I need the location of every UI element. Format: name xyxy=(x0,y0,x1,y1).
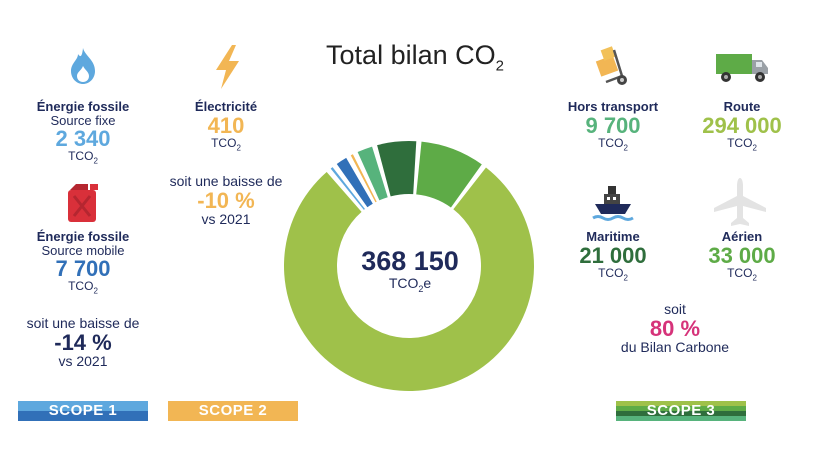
scope3-note-line2: du Bilan Carbone xyxy=(620,338,730,355)
scope3-route-block: Route 294 000 TCO2 xyxy=(680,100,804,153)
scope2-note: soit une baisse de -10 % vs 2021 xyxy=(156,174,296,226)
scope3-route-label: Route xyxy=(723,99,761,114)
scope1-mobile-block: Énergie fossile Source mobile 7 700 TCO2 xyxy=(20,230,146,296)
scope1-note-line2: vs 2021 xyxy=(58,352,108,369)
gas-flame-icon xyxy=(71,48,95,84)
scope3-aerien-unit: TCO2 xyxy=(727,265,757,283)
chart-title: Total bilan CO2 xyxy=(250,40,580,74)
scope1-fixed-label: Énergie fossile xyxy=(36,99,130,114)
scope1-note-line1: soit une baisse de xyxy=(26,315,140,331)
scope3-note-value: 80 % xyxy=(649,315,701,341)
total-unit: TCO2e xyxy=(388,275,432,294)
scope2-band: SCOPE 2 xyxy=(168,401,298,421)
scope3-hors-transport-value: 9 700 xyxy=(585,112,641,138)
scope2-electricity-value: 410 xyxy=(207,112,245,138)
fuel-can-icon xyxy=(68,184,98,222)
scope3-maritime-label: Maritime xyxy=(586,229,640,244)
scope3-note-line1: soit xyxy=(664,301,686,317)
scope2-note-line1: soit une baisse de xyxy=(169,173,283,189)
ship-icon xyxy=(592,186,634,221)
scope1-mobile-label: Énergie fossile xyxy=(36,229,130,244)
scope3-note: soit 80 % du Bilan Carbone xyxy=(600,302,750,354)
total-value: 368 150 xyxy=(361,246,459,276)
donut-center: 368 150 TCO2e xyxy=(340,248,480,294)
scope3-hors-transport-label: Hors transport xyxy=(567,99,659,114)
scope3-aerien-block: Aérien 33 000 TCO2 xyxy=(680,230,804,283)
truck-icon xyxy=(716,54,768,82)
scope1-fixed-block: Énergie fossile Source fixe 2 340 TCO2 xyxy=(20,100,146,166)
scope3-aerien-value: 33 000 xyxy=(708,242,776,268)
donut-slice--nergie-fossile-source-mobile xyxy=(336,157,373,208)
scope1-band: SCOPE 1 xyxy=(18,401,148,421)
donut-slice-a-rien xyxy=(416,141,482,208)
scope1-mobile-value: 7 700 xyxy=(55,256,111,282)
scope2-electricity-unit: TCO2 xyxy=(211,135,241,153)
scope1-note: soit une baisse de -14 % vs 2021 xyxy=(10,316,156,368)
scope3-hors-transport-block: Hors transport 9 700 TCO2 xyxy=(552,100,674,153)
scope3-hors-transport-unit: TCO2 xyxy=(598,135,628,153)
scope3-maritime-unit: TCO2 xyxy=(598,265,628,283)
scope3-maritime-value: 21 000 xyxy=(579,242,647,268)
title-subscript: 2 xyxy=(495,57,504,75)
scope1-fixed-value: 2 340 xyxy=(55,126,111,152)
hand-truck-icon xyxy=(595,46,627,85)
scope2-electricity-block: Électricité 410 TCO2 xyxy=(170,100,282,153)
scope2-note-value: -10 % xyxy=(197,187,255,213)
scope1-fixed-unit: TCO2 xyxy=(68,149,98,166)
scope3-route-value: 294 000 xyxy=(702,112,782,138)
scope1-mobile-unit: TCO2 xyxy=(68,279,98,296)
donut-slice--lectricit- xyxy=(350,154,377,203)
donut-slice-hors-transport xyxy=(357,146,388,201)
donut-slice-route xyxy=(284,167,534,391)
scope3-band: SCOPE 3 xyxy=(616,401,746,421)
title-text: Total bilan CO xyxy=(326,40,496,70)
scope1-note-value: -14 % xyxy=(54,329,112,355)
donut-slice-maritime xyxy=(377,141,417,197)
scope1-mobile-sub: Source mobile xyxy=(41,242,125,258)
scope2-electricity-label: Électricité xyxy=(194,99,258,114)
scope1-fixed-sub: Source fixe xyxy=(50,112,116,128)
scope2-note-line2: vs 2021 xyxy=(201,210,251,227)
lightning-icon xyxy=(216,45,239,89)
airplane-icon xyxy=(714,178,766,226)
scope3-aerien-label: Aérien xyxy=(721,229,763,244)
scope3-maritime-block: Maritime 21 000 TCO2 xyxy=(552,230,674,283)
donut-slice--nergie-fossile-source-fixe xyxy=(330,167,365,210)
donut-chart xyxy=(284,141,534,391)
scope3-route-unit: TCO2 xyxy=(727,135,757,153)
